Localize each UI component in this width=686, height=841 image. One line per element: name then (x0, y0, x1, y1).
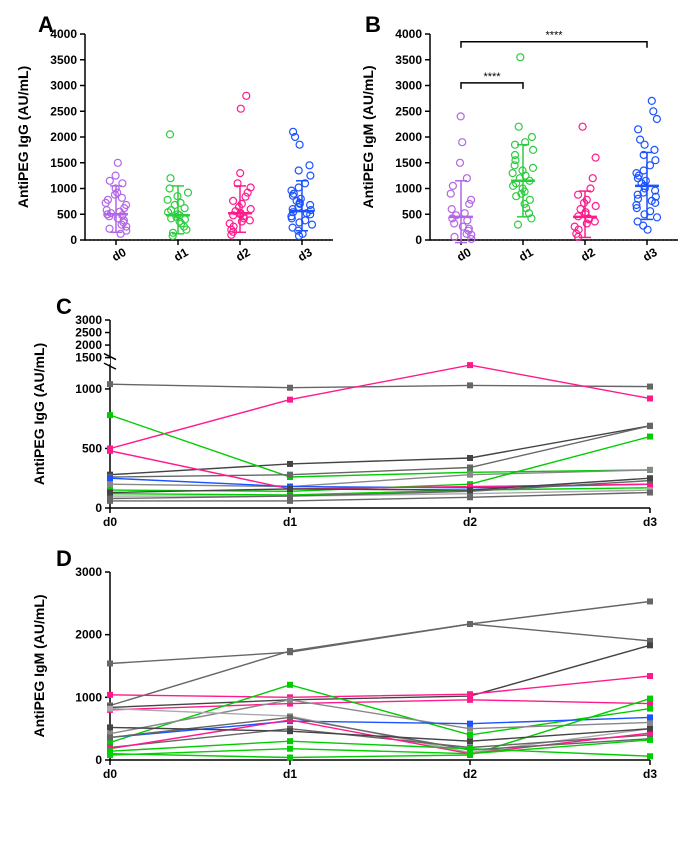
svg-text:d1: d1 (516, 245, 535, 264)
panel-A: A 0 500 1000 1500 2000 2500 3000 3500 4000 d0 d1 d2… (10, 10, 345, 290)
figure-container: A 05001000150020002500300035004000d0d1d2… (10, 10, 676, 796)
svg-text:d1: d1 (283, 515, 297, 529)
svg-text:1500: 1500 (50, 156, 77, 170)
panel-label-C: C (56, 294, 72, 320)
svg-text:d1: d1 (171, 245, 190, 264)
svg-text:4000: 4000 (395, 27, 422, 41)
svg-text:d2: d2 (463, 767, 477, 781)
svg-text:4000: 4000 (50, 27, 77, 41)
svg-text:0: 0 (95, 501, 102, 515)
svg-text:d0: d0 (454, 245, 473, 264)
svg-text:3500: 3500 (50, 53, 77, 67)
svg-text:1000: 1000 (75, 382, 102, 396)
svg-text:d2: d2 (578, 245, 597, 264)
svg-text:AntiPEG IgM (AU/mL): AntiPEG IgM (AU/mL) (31, 594, 47, 737)
svg-text:500: 500 (402, 207, 422, 221)
panel-C: C 0 500 1000 1500200025003000 d0 d1 d2 d3 AntiPE… (10, 294, 670, 544)
svg-text:AntiPEG IgG (AU/mL): AntiPEG IgG (AU/mL) (15, 66, 31, 208)
svg-text:d3: d3 (643, 767, 657, 781)
svg-text:1000: 1000 (75, 690, 102, 704)
panel-D: D 0 1000 2000 3000 d0 d1 d2 d3 AntiPEG IgM (AU/m… (10, 546, 670, 796)
svg-text:d3: d3 (295, 245, 314, 264)
svg-text:2000: 2000 (75, 628, 102, 642)
svg-text:d0: d0 (109, 245, 128, 264)
svg-text:AntiPEG IgG (AU/mL): AntiPEG IgG (AU/mL) (31, 343, 47, 485)
svg-text:AntiPEG IgM (AU/mL): AntiPEG IgM (AU/mL) (360, 65, 376, 208)
svg-text:3000: 3000 (75, 565, 102, 579)
svg-text:2500: 2500 (50, 104, 77, 118)
svg-text:****: **** (483, 71, 501, 83)
svg-text:1500: 1500 (75, 351, 102, 365)
svg-text:2000: 2000 (50, 130, 77, 144)
chart-C: 0 500 1000 1500200025003000 d0 d1 d2 d3 AntiPEG … (10, 294, 670, 544)
svg-text:2500: 2500 (75, 326, 102, 340)
svg-text:2000: 2000 (75, 338, 102, 352)
panel-B: B 0 500 1000 1500 2000 2500 3000 3500 4000 d0 d1 d2… (355, 10, 686, 290)
svg-text:1000: 1000 (395, 182, 422, 196)
svg-text:3000: 3000 (75, 313, 102, 327)
svg-text:500: 500 (82, 441, 102, 455)
svg-text:****: **** (545, 30, 563, 42)
chart-A: 0 500 1000 1500 2000 2500 3000 3500 4000 d0 d1 d2 d3… (10, 10, 345, 290)
svg-text:d3: d3 (643, 515, 657, 529)
svg-text:0: 0 (95, 753, 102, 767)
panel-label-D: D (56, 546, 72, 572)
top-row: A 0 500 1000 1500 2000 2500 3000 3500 4000 d0 d1 d2… (10, 10, 676, 290)
svg-text:500: 500 (57, 207, 77, 221)
svg-text:d0: d0 (103, 767, 117, 781)
svg-text:d0: d0 (103, 515, 117, 529)
panel-label-A: A (38, 12, 54, 38)
svg-text:1000: 1000 (50, 182, 77, 196)
chart-D: 0 1000 2000 3000 d0 d1 d2 d3 AntiPEG IgM (AU/mL) (10, 546, 670, 796)
svg-text:0: 0 (415, 233, 422, 247)
svg-text:d2: d2 (463, 515, 477, 529)
svg-text:0: 0 (70, 233, 77, 247)
svg-text:d3: d3 (640, 245, 659, 264)
svg-text:1500: 1500 (395, 156, 422, 170)
panel-label-B: B (365, 12, 381, 38)
svg-text:3500: 3500 (395, 53, 422, 67)
svg-text:3000: 3000 (395, 79, 422, 93)
svg-text:d2: d2 (233, 245, 252, 264)
svg-text:3000: 3000 (50, 79, 77, 93)
svg-text:d1: d1 (283, 767, 297, 781)
svg-text:2500: 2500 (395, 104, 422, 118)
svg-text:2000: 2000 (395, 130, 422, 144)
chart-B: 0 500 1000 1500 2000 2500 3000 3500 4000 d0 d1 d2 d3… (355, 10, 686, 290)
